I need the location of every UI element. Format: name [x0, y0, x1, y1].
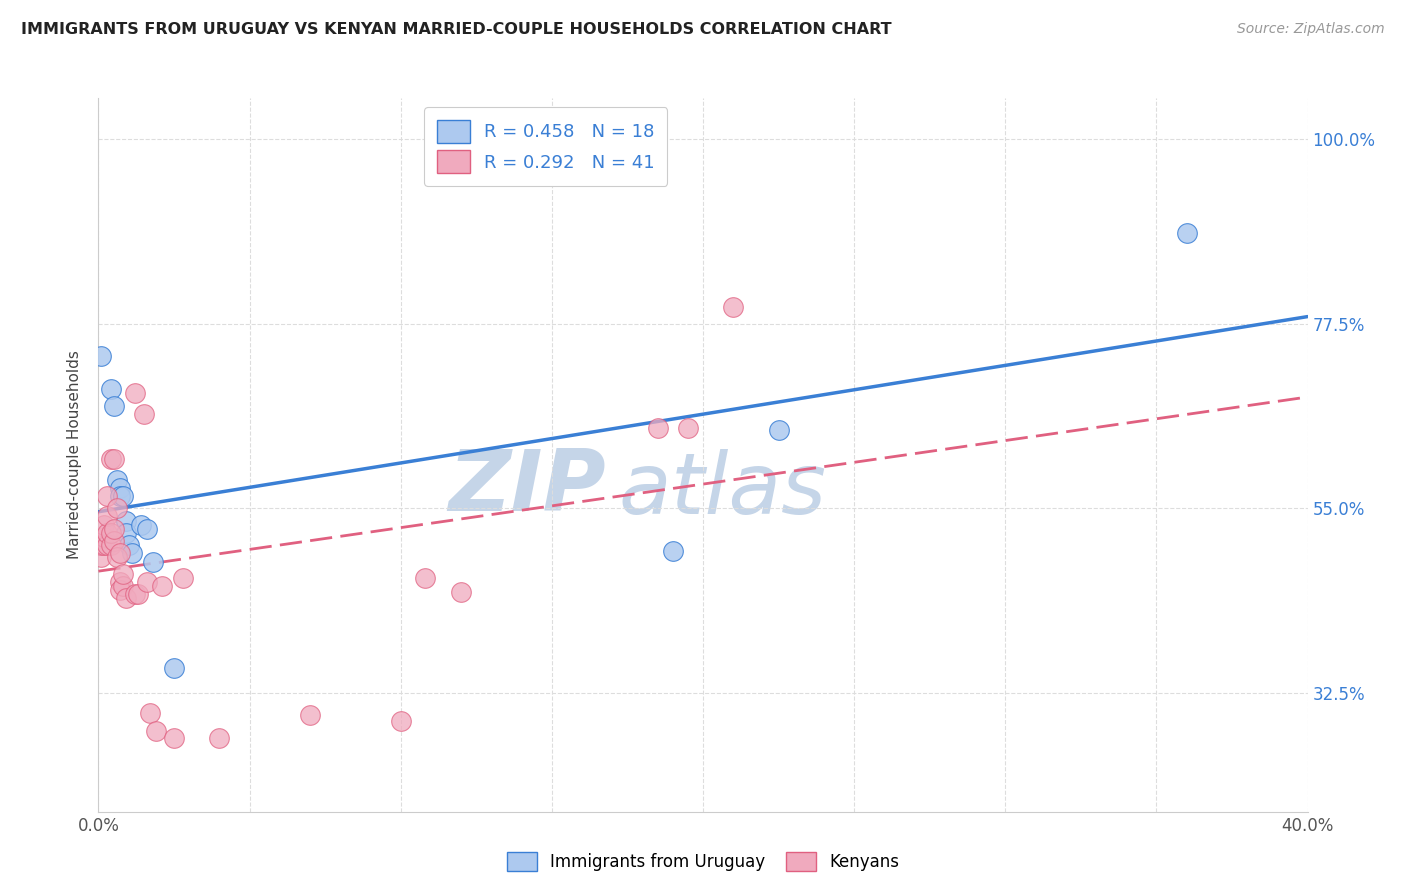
Point: [768, 423, 790, 437]
Point: [96, 525, 118, 540]
Point: [96, 509, 118, 524]
Point: [90, 350, 112, 364]
Point: [100, 525, 122, 540]
Point: [103, 534, 125, 549]
Point: [105, 473, 128, 487]
Point: [118, 538, 141, 552]
Point: [139, 706, 162, 721]
Point: [90, 538, 112, 552]
Point: [100, 452, 122, 467]
Point: [100, 538, 122, 552]
Point: [96, 538, 118, 552]
Point: [135, 575, 157, 590]
Point: [172, 571, 194, 585]
Point: [163, 731, 186, 745]
Point: [114, 514, 136, 528]
Point: [114, 525, 136, 540]
Point: [111, 579, 134, 593]
Point: [124, 386, 146, 401]
Point: [90, 550, 112, 565]
Legend: R = 0.458   N = 18, R = 0.292   N = 41: R = 0.458 N = 18, R = 0.292 N = 41: [425, 107, 668, 186]
Point: [111, 566, 134, 581]
Point: [103, 522, 125, 536]
Point: [93, 517, 115, 532]
Point: [108, 481, 131, 495]
Point: [108, 583, 131, 598]
Point: [121, 546, 143, 560]
Point: [103, 452, 125, 467]
Legend: Immigrants from Uruguay, Kenyans: Immigrants from Uruguay, Kenyans: [499, 843, 907, 880]
Point: [108, 546, 131, 560]
Point: [105, 501, 128, 516]
Point: [108, 489, 131, 503]
Point: [96, 489, 118, 503]
Point: [145, 724, 167, 739]
Point: [450, 585, 472, 599]
Point: [93, 538, 115, 552]
Point: [662, 544, 685, 558]
Text: Source: ZipAtlas.com: Source: ZipAtlas.com: [1237, 22, 1385, 37]
Point: [413, 571, 436, 585]
Point: [389, 714, 412, 729]
Point: [135, 522, 157, 536]
Point: [647, 421, 669, 435]
Point: [208, 731, 231, 745]
Point: [108, 575, 131, 590]
Text: atlas: atlas: [619, 449, 827, 533]
Point: [723, 300, 745, 314]
Point: [100, 382, 122, 396]
Text: IMMIGRANTS FROM URUGUAY VS KENYAN MARRIED-COUPLE HOUSEHOLDS CORRELATION CHART: IMMIGRANTS FROM URUGUAY VS KENYAN MARRIE…: [21, 22, 891, 37]
Point: [105, 550, 128, 565]
Point: [142, 555, 165, 569]
Point: [127, 587, 149, 601]
Point: [129, 517, 152, 532]
Point: [114, 591, 136, 606]
Text: ZIP: ZIP: [449, 445, 606, 529]
Point: [103, 399, 125, 413]
Point: [1175, 227, 1198, 241]
Point: [676, 421, 699, 435]
Point: [132, 407, 155, 421]
Point: [111, 489, 134, 503]
Point: [150, 579, 173, 593]
Y-axis label: Married-couple Households: Married-couple Households: [67, 351, 83, 559]
Point: [299, 707, 322, 722]
Point: [163, 661, 186, 675]
Point: [93, 530, 115, 544]
Point: [124, 587, 146, 601]
